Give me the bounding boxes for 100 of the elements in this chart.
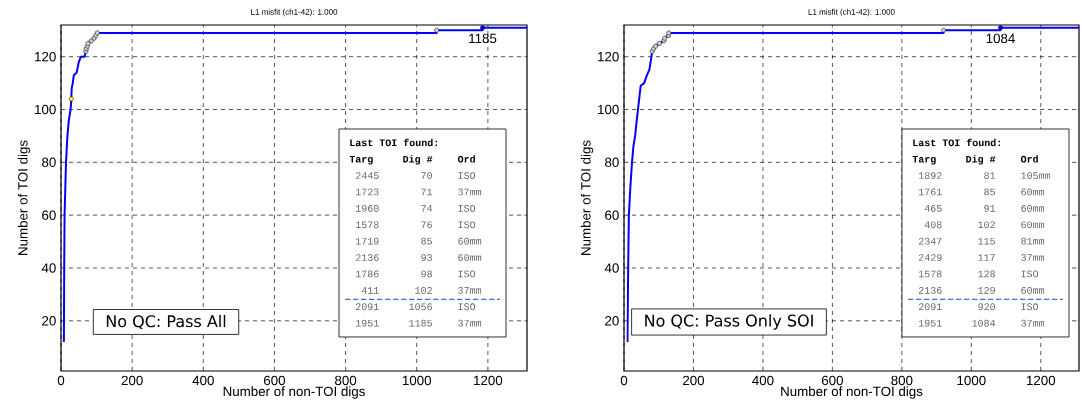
annotation: 1723 xyxy=(356,188,379,196)
annotation: Ord xyxy=(1020,155,1038,163)
annotation: Last TOI found: xyxy=(913,138,1000,147)
annotation: Ord xyxy=(457,155,475,163)
chart-title: L1 misfit (ch1-42): 1.000 xyxy=(251,8,338,17)
annotation: 81 xyxy=(984,172,996,179)
annotation: 85 xyxy=(421,237,432,245)
y-tick-label: 80 xyxy=(605,157,619,168)
annotation: 2445 xyxy=(355,172,379,179)
y-tick-label: 60 xyxy=(605,210,619,220)
annotation: 1892 xyxy=(918,172,942,179)
annotation: Dig # xyxy=(966,155,996,165)
annotation: 60mm xyxy=(458,254,482,261)
annotation: 37mm xyxy=(458,319,482,327)
annotation: ISO xyxy=(1021,270,1039,278)
x-axis-title: Number of non-TOI digs xyxy=(781,386,923,399)
annotation: 2091 xyxy=(355,303,379,311)
x-tick-label: 800 xyxy=(335,375,357,386)
x-tick-label: 1000 xyxy=(402,375,432,386)
annotation: 408 xyxy=(924,221,942,229)
annotation: 1185 xyxy=(469,33,497,44)
annotation: ISO xyxy=(458,172,476,179)
x-tick-label: 1200 xyxy=(474,375,503,386)
annotation: ISO xyxy=(1021,303,1039,311)
annotation: 37mm xyxy=(458,286,482,294)
x-tick-label: 0 xyxy=(620,375,628,386)
y-tick-label: 120 xyxy=(598,51,619,62)
annotation: 93 xyxy=(421,254,432,261)
annotation: 71 xyxy=(421,188,433,196)
annotation: 920 xyxy=(978,303,995,311)
annotation: ISO xyxy=(458,221,476,229)
y-tick-label: 40 xyxy=(604,263,619,273)
annotation: 2429 xyxy=(918,254,942,261)
annotation: No QC: Pass Only SOI xyxy=(645,314,813,330)
annotation: 1084 xyxy=(986,33,1015,44)
annotation: Targ xyxy=(912,155,936,165)
y-tick-label: 100 xyxy=(35,104,56,115)
annotation: 2136 xyxy=(355,254,379,261)
y-axis-title: Number of TOI digs xyxy=(17,140,31,255)
y-tick-label: 20 xyxy=(605,316,619,326)
annotation: 129 xyxy=(978,286,995,294)
annotation: 60mm xyxy=(458,237,482,245)
annotation: Targ xyxy=(349,155,373,165)
y-tick-label: 60 xyxy=(42,210,56,220)
x-tick-label: 400 xyxy=(752,375,774,386)
annotation: 115 xyxy=(978,237,995,245)
annotation: 2347 xyxy=(918,237,942,245)
annotation: 1786 xyxy=(356,270,379,278)
annotation: 102 xyxy=(978,221,995,229)
annotation: 1578 xyxy=(918,270,942,278)
x-tick-label: 200 xyxy=(683,375,705,386)
annotation: 1084 xyxy=(972,319,996,327)
annotation: 1960 xyxy=(356,204,379,212)
x-tick-label: 400 xyxy=(192,375,214,386)
annotation: 1056 xyxy=(409,303,432,311)
annotation: 1951 xyxy=(918,319,942,327)
annotation: 37mm xyxy=(1021,254,1045,261)
x-tick-label: 600 xyxy=(263,375,286,386)
annotation: 74 xyxy=(421,205,433,212)
annotation: Dig # xyxy=(403,155,433,165)
y-tick-label: 120 xyxy=(35,51,56,62)
annotation: 60mm xyxy=(1021,204,1045,212)
annotation: 1578 xyxy=(356,221,379,229)
annotation: 85 xyxy=(984,188,995,196)
annotation: 76 xyxy=(421,221,432,229)
annotation: 81mm xyxy=(1021,237,1045,245)
annotation: ISO xyxy=(458,303,476,311)
annotation: 60mm xyxy=(1021,221,1045,229)
annotation: No QC: Pass All xyxy=(106,314,226,330)
y-axis-title: Number of TOI digs xyxy=(580,140,594,255)
annotation: 2136 xyxy=(918,286,942,294)
annotation: 1761 xyxy=(918,188,942,196)
annotation: 1951 xyxy=(356,319,379,327)
annotation: 60mm xyxy=(1021,286,1045,294)
chart-title: L1 misfit (ch1-42): 1.000 xyxy=(808,8,895,17)
annotation: 37mm xyxy=(1021,319,1045,327)
y-tick-label: 40 xyxy=(41,263,56,273)
annotation: 70 xyxy=(421,172,432,179)
annotation: Last TOI found: xyxy=(350,138,437,147)
annotation: 105mm xyxy=(1021,172,1051,179)
annotation: 117 xyxy=(978,254,995,261)
annotation: 2091 xyxy=(918,303,942,311)
annotation: ISO xyxy=(458,270,476,278)
x-tick-label: 800 xyxy=(891,375,913,386)
annotation: 1719 xyxy=(356,237,379,245)
annotation: 128 xyxy=(978,270,995,278)
x-tick-label: 0 xyxy=(57,375,65,386)
annotation: 60mm xyxy=(1021,188,1045,196)
y-tick-label: 80 xyxy=(42,157,56,168)
annotation: 91 xyxy=(984,204,996,212)
x-tick-label: 200 xyxy=(121,375,143,386)
annotation: ISO xyxy=(458,204,476,212)
x-axis-title: Number of non-TOI digs xyxy=(223,386,365,399)
x-tick-label: 1200 xyxy=(1026,375,1056,386)
annotation: 1185 xyxy=(409,319,432,327)
annotation: 102 xyxy=(415,286,432,294)
y-tick-label: 20 xyxy=(42,316,56,326)
y-tick-label: 100 xyxy=(598,104,619,115)
annotation: 411 xyxy=(361,287,379,294)
x-tick-label: 600 xyxy=(821,375,843,386)
